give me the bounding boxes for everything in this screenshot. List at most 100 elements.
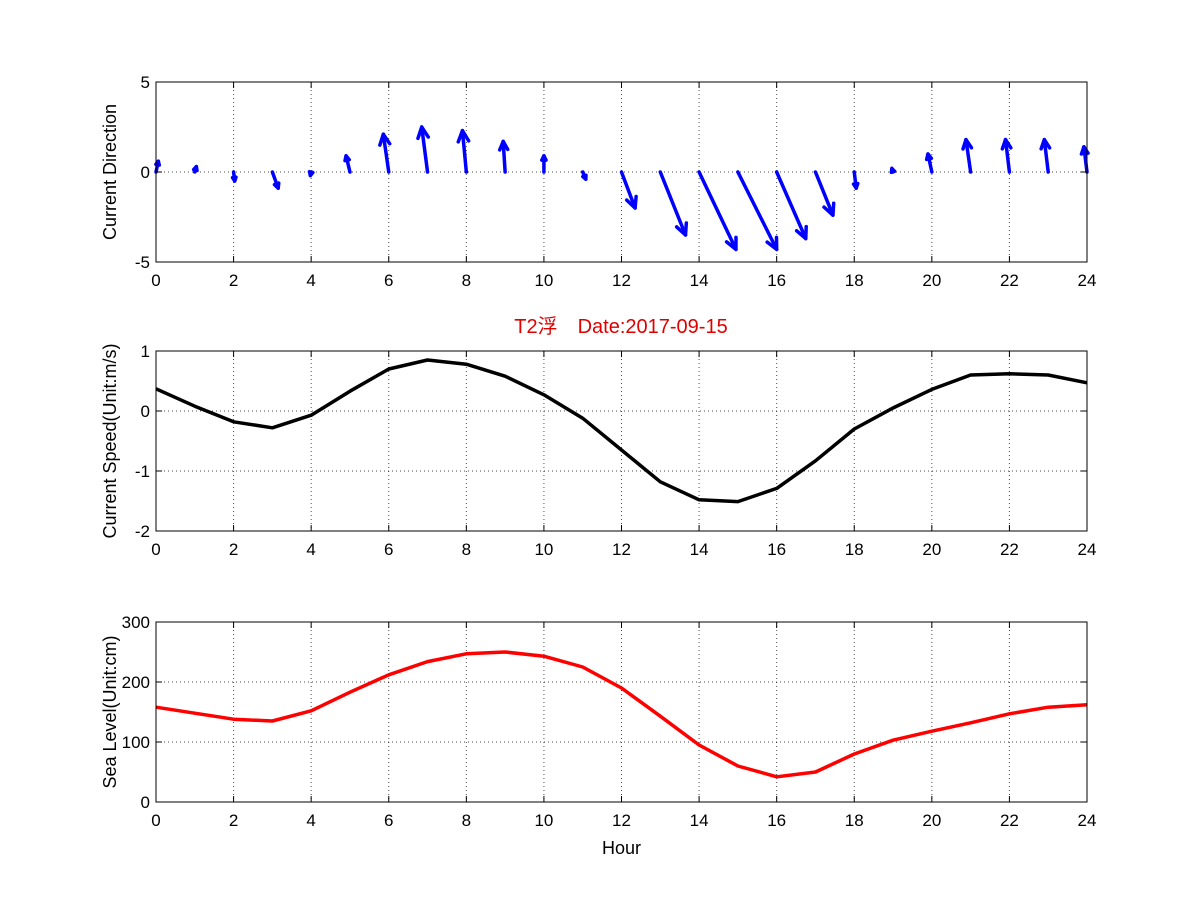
x-tick-label: 24	[1078, 271, 1097, 290]
figure-title: T2浮 Date:2017-09-15	[514, 315, 727, 338]
y-tick-label: 0	[141, 163, 150, 182]
x-tick-label: 22	[1000, 540, 1019, 559]
arrow-shaft	[381, 132, 391, 174]
quiver-arrow	[774, 170, 808, 241]
arrow-head	[540, 154, 548, 162]
y-tick-label: 5	[141, 73, 150, 92]
x-tick-label: 4	[306, 271, 315, 290]
y-axis-label: Sea Level(Unit:cm)	[100, 635, 120, 788]
arrow-head	[378, 132, 392, 147]
quiver-arrow	[658, 170, 689, 237]
quiver-arrow	[270, 170, 281, 190]
x-tick-label: 2	[229, 540, 238, 559]
x-tick-label: 24	[1078, 540, 1097, 559]
quiver-arrow	[416, 125, 431, 174]
x-tick-label: 16	[767, 540, 786, 559]
arrow-head	[794, 224, 808, 241]
x-tick-label: 12	[612, 811, 631, 830]
quiver-arrow	[378, 132, 392, 174]
quiver-arrow	[1000, 137, 1013, 174]
quiver-arrow	[191, 164, 199, 174]
arrow-head	[497, 139, 510, 152]
y-tick-label: 0	[141, 402, 150, 421]
arrow-head	[1000, 137, 1013, 151]
quiver-arrow	[540, 154, 548, 174]
x-tick-label: 16	[767, 271, 786, 290]
arrow-shaft	[501, 139, 507, 174]
x-tick-label: 22	[1000, 811, 1019, 830]
x-tick-label: 8	[462, 811, 471, 830]
arrow-head	[765, 235, 779, 252]
y-tick-label: 1	[141, 342, 150, 361]
quiver-arrow	[889, 166, 897, 175]
x-tick-label: 10	[534, 811, 553, 830]
arrow-head	[674, 221, 689, 237]
arrow-shaft	[774, 170, 808, 241]
arrow-shaft	[813, 170, 835, 217]
quiver-arrow	[456, 128, 471, 174]
x-tick-label: 8	[462, 271, 471, 290]
arrow-head	[272, 181, 281, 190]
x-tick-label: 14	[690, 540, 709, 559]
x-tick-label: 6	[384, 811, 393, 830]
x-tick-label: 14	[690, 811, 709, 830]
arrow-head	[581, 173, 588, 181]
arrow-shaft	[697, 170, 738, 252]
arrow-shaft	[619, 170, 637, 210]
x-tick-label: 12	[612, 271, 631, 290]
y-tick-label: -2	[135, 522, 150, 541]
x-tick-label: 8	[462, 540, 471, 559]
x-tick-label: 20	[922, 540, 941, 559]
arrow-head	[624, 194, 638, 210]
arrow-head	[889, 166, 897, 175]
arrow-head	[343, 154, 351, 163]
x-tick-label: 2	[229, 271, 238, 290]
x-tick-label: 18	[845, 540, 864, 559]
arrow-head	[961, 137, 974, 151]
y-axis-label: Current Speed(Unit:m/s)	[100, 343, 120, 538]
arrow-head	[851, 181, 860, 190]
arrow-head	[924, 152, 934, 162]
arrow-shaft	[419, 125, 430, 174]
x-tick-label: 6	[384, 271, 393, 290]
quiver-arrow	[343, 154, 352, 174]
arrow-head	[154, 159, 162, 167]
arrow-head	[822, 201, 836, 217]
quiver-arrow	[851, 170, 860, 190]
x-tick-label: 2	[229, 811, 238, 830]
arrow-head	[307, 169, 315, 178]
quiver-arrow	[580, 170, 588, 181]
quiver-arrow	[307, 169, 315, 178]
quiver-arrow	[924, 152, 934, 174]
y-tick-label: -1	[135, 462, 150, 481]
x-tick-label: 22	[1000, 271, 1019, 290]
y-tick-label: -5	[135, 253, 150, 272]
quiver-arrow	[619, 170, 638, 210]
x-tick-label: 10	[534, 540, 553, 559]
arrow-head	[191, 164, 199, 173]
x-tick-label: 20	[922, 811, 941, 830]
x-tick-label: 18	[845, 811, 864, 830]
arrow-head	[724, 235, 738, 252]
arrow-shaft	[1082, 145, 1089, 174]
quiver-arrow	[230, 170, 238, 183]
series-line	[155, 358, 1088, 504]
x-tick-label: 10	[534, 271, 553, 290]
quiver-arrow	[736, 170, 779, 252]
x-tick-label: 18	[845, 271, 864, 290]
arrow-shaft	[964, 137, 973, 174]
x-tick-label: 14	[690, 271, 709, 290]
x-tick-label: 12	[612, 540, 631, 559]
arrow-shaft	[1003, 137, 1012, 174]
x-tick-label: 20	[922, 271, 941, 290]
quiver-arrow	[813, 170, 836, 217]
arrow-head	[1039, 137, 1052, 151]
quiver-arrow	[697, 170, 738, 252]
x-tick-label: 0	[151, 271, 160, 290]
arrow-shaft	[460, 128, 469, 174]
x-tick-label: 4	[306, 811, 315, 830]
arrow-shaft	[736, 170, 779, 252]
y-tick-label: 200	[122, 673, 150, 692]
